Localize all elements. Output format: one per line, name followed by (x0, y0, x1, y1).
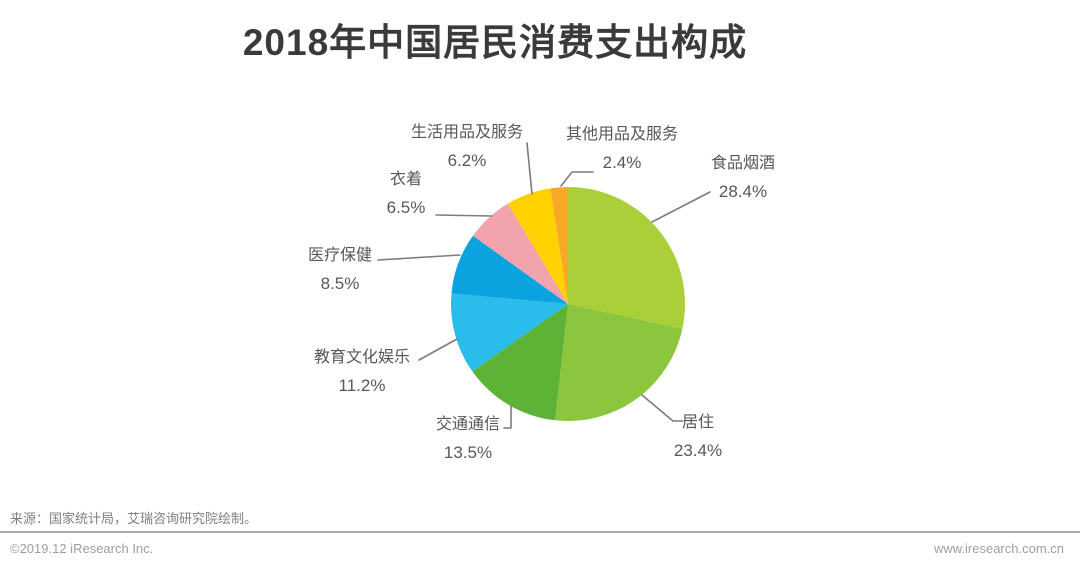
slice-label-value: 13.5% (443, 443, 493, 462)
slice-label-value: 11.2% (338, 376, 386, 395)
slice-label-name: 食品烟酒 (710, 155, 775, 172)
footer-divider (0, 531, 1080, 533)
slice-label-name: 教育文化娱乐 (313, 349, 410, 366)
slice-label-housing: 居住 23.4% (666, 409, 730, 465)
website-text: www.iresearch.com.cn (933, 541, 1064, 556)
leader-line-household-goods-services (526, 142, 533, 195)
slice-label-value: 28.4% (718, 182, 768, 201)
pie-slice-healthcare (451, 235, 568, 304)
pie-slice-food-tobacco-alcohol (568, 187, 685, 329)
slice-label-clothing: 衣着 6.5% (372, 166, 440, 222)
slice-label-name: 医疗保健 (307, 247, 372, 264)
slice-label-value: 6.5% (386, 198, 426, 217)
footer-bar: ©2019.12 iResearch Inc. www.iresearch.co… (10, 541, 1064, 556)
slice-label-value: 23.4% (673, 441, 723, 460)
slice-label-name: 交通通信 (435, 416, 500, 433)
slice-label-other-goods-services: 其他用品及服务 2.4% (558, 121, 686, 177)
slice-label-household-goods-services: 生活用品及服务 6.2% (403, 119, 531, 175)
leader-line-housing (641, 394, 684, 422)
chart-title: 2018年中国居民消费支出构成 (242, 22, 748, 63)
slice-label-name: 衣着 (389, 171, 422, 188)
pie-slice-household-goods-services (507, 188, 568, 304)
slice-label-value: 8.5% (320, 274, 360, 293)
leader-line-other-goods-services (560, 171, 594, 187)
copyright-text: ©2019.12 iResearch Inc. (10, 541, 154, 556)
pie-slice-other-goods-services (550, 187, 568, 304)
slice-label-healthcare: 医疗保健 8.5% (299, 242, 381, 298)
slice-label-name: 生活用品及服务 (410, 124, 523, 141)
slice-label-name: 居住 (681, 414, 714, 431)
leader-lines (377, 142, 711, 429)
leader-line-clothing (435, 214, 493, 217)
slice-label-name: 其他用品及服务 (565, 126, 678, 143)
slice-label-value: 2.4% (602, 153, 642, 172)
pie-slice-clothing (472, 203, 568, 304)
pie-slice-transport-communication (472, 304, 568, 421)
pie-slice-education-culture-entertainment (451, 293, 568, 372)
leader-line-healthcare (377, 254, 461, 261)
slice-label-education-culture-entertainment: 教育文化娱乐 11.2% (303, 344, 421, 400)
pie-slice-housing (555, 304, 683, 421)
slice-label-food-tobacco-alcohol: 食品烟酒 28.4% (698, 150, 788, 206)
leader-line-transport-communication (503, 405, 512, 429)
slice-label-value: 6.2% (447, 151, 487, 170)
leader-line-education-culture-entertainment (418, 338, 458, 361)
leader-line-food-tobacco-alcohol (651, 191, 711, 223)
source-note: 来源：国家统计局，艾瑞咨询研究院绘制。 (10, 511, 258, 526)
pie-slices (451, 187, 685, 421)
slice-label-transport-communication: 交通通信 13.5% (424, 411, 512, 467)
